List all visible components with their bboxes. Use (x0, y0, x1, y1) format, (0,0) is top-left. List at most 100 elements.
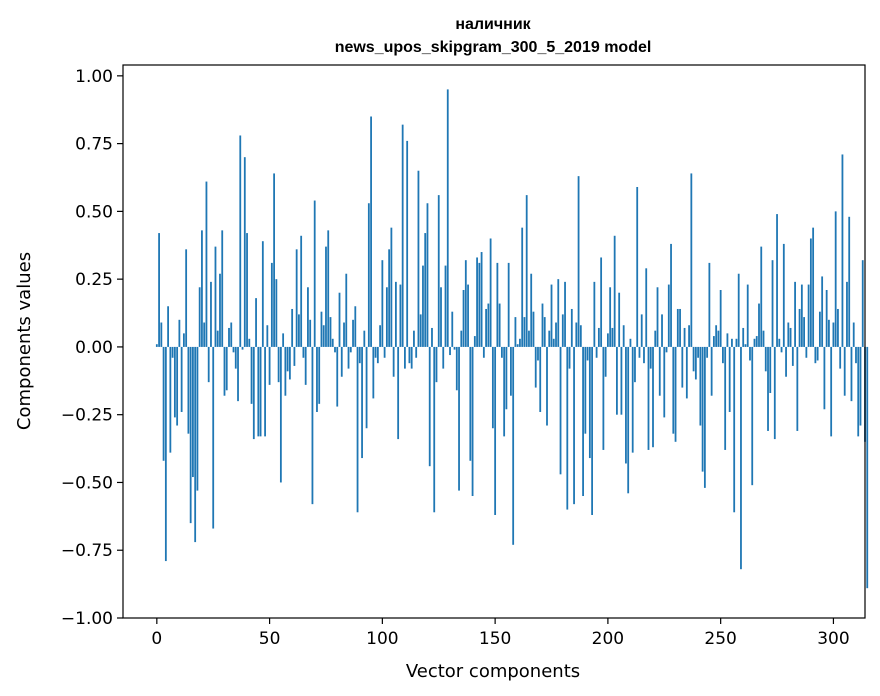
bar (794, 281, 796, 347)
bar (228, 327, 230, 347)
bar (433, 346, 436, 513)
bar (521, 227, 524, 347)
bar (850, 346, 853, 402)
bar (419, 314, 422, 347)
bar (275, 279, 278, 347)
x-tick-label: 100 (366, 629, 398, 649)
bar (746, 284, 749, 347)
bar (485, 308, 487, 347)
bar (555, 322, 557, 347)
bar (198, 287, 201, 347)
bar (674, 346, 677, 442)
bar (582, 346, 584, 497)
bar (789, 327, 792, 347)
bar (318, 346, 321, 404)
bar (392, 346, 395, 377)
bar (399, 284, 402, 347)
bar (471, 346, 474, 497)
y-axis-label: Components values (14, 252, 35, 430)
bar (266, 325, 269, 347)
bar (570, 308, 573, 347)
bar (503, 346, 506, 437)
bar (221, 230, 224, 347)
bar (203, 322, 206, 347)
bar (385, 287, 388, 347)
bar (397, 346, 400, 440)
bar (742, 327, 745, 347)
bar (273, 173, 275, 347)
bar (859, 346, 862, 426)
bar (807, 284, 810, 347)
y-tick-label: −0.75 (61, 541, 113, 561)
plot-frame (122, 64, 866, 619)
bar (496, 262, 499, 347)
bar (566, 346, 569, 510)
bar (340, 346, 343, 377)
bar (683, 327, 686, 347)
bar (469, 346, 472, 461)
bar (726, 333, 729, 347)
bar (749, 346, 751, 361)
bar (189, 346, 192, 524)
bar (259, 346, 262, 437)
bar (543, 317, 546, 347)
bar (685, 346, 688, 399)
bar (255, 298, 257, 347)
bar (672, 346, 675, 434)
bar (361, 346, 363, 459)
bar (349, 346, 352, 353)
bar (192, 346, 194, 478)
bar (507, 262, 510, 347)
bar (712, 336, 715, 347)
bar (284, 346, 287, 396)
bar (616, 346, 618, 415)
bar (665, 346, 668, 353)
bar (268, 346, 271, 385)
bar (345, 273, 348, 347)
bar (478, 262, 481, 347)
bar (246, 233, 248, 347)
bar (282, 333, 285, 347)
bar (855, 346, 857, 364)
bar-series (155, 89, 869, 589)
bar (408, 346, 411, 364)
bar (232, 346, 235, 353)
bar (514, 317, 517, 347)
x-tick-label: 300 (817, 629, 849, 649)
bar (717, 330, 720, 347)
bar (728, 346, 731, 412)
bar (762, 330, 765, 347)
bar (406, 140, 409, 347)
bar (805, 346, 808, 358)
bar (778, 338, 781, 347)
y-tick-label: 0.50 (75, 202, 113, 222)
bar (787, 322, 790, 347)
bar (505, 346, 508, 410)
bar (564, 281, 566, 347)
bar (435, 346, 438, 383)
y-tick-label: 0.25 (75, 270, 113, 290)
bar (295, 249, 298, 347)
bar (866, 346, 869, 589)
bar (780, 346, 783, 353)
bar (629, 338, 632, 347)
bar (212, 346, 215, 529)
bar (388, 249, 391, 347)
bar (422, 265, 424, 347)
bar (207, 346, 210, 383)
bar (609, 287, 612, 347)
bar (401, 124, 404, 347)
bar (613, 235, 616, 347)
bar (656, 287, 659, 347)
bar (500, 346, 503, 358)
bar (176, 346, 179, 426)
bar (753, 338, 756, 347)
bar (167, 306, 169, 347)
bar (453, 346, 456, 350)
bar (841, 154, 844, 347)
bar (376, 346, 379, 364)
bar (812, 227, 815, 347)
bar (818, 311, 821, 347)
bar (798, 308, 801, 347)
